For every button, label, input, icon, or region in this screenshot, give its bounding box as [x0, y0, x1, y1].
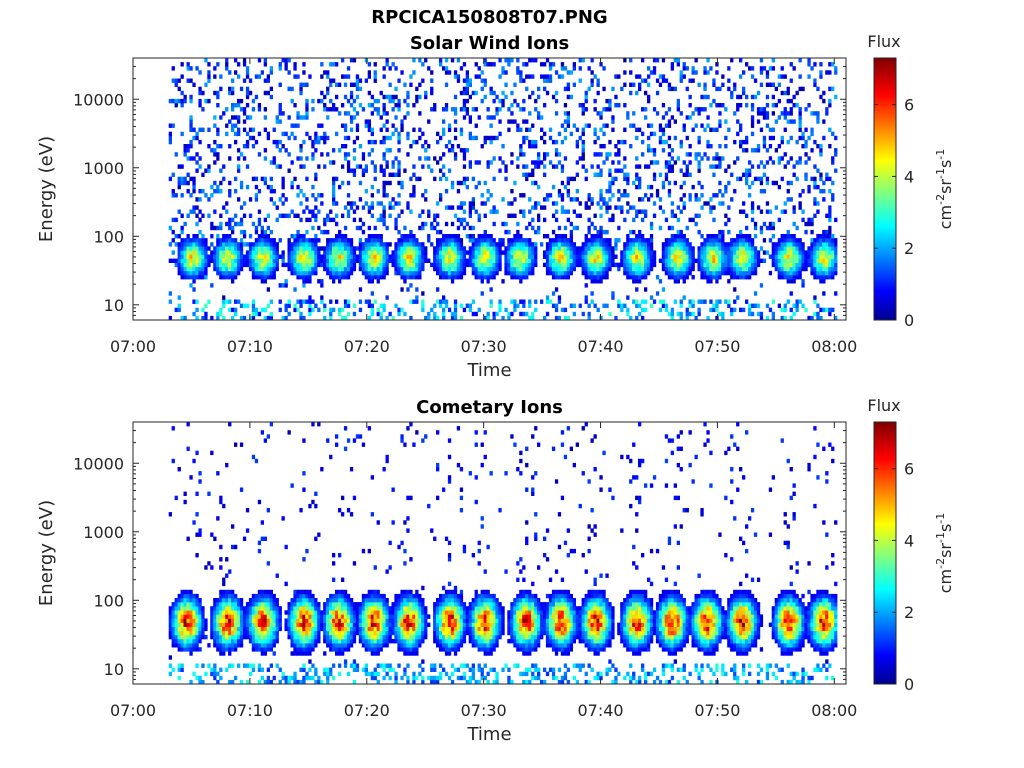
- colorbar-units: cm-2sr-1s-1: [934, 149, 955, 230]
- x-tick-label: 07:40: [577, 337, 623, 356]
- x-tick-label: 08:00: [811, 337, 857, 356]
- colorbar-title: Flux: [867, 32, 900, 51]
- x-tick-label: 07:20: [344, 701, 390, 720]
- figure-title: RPCICA150808T07.PNG: [371, 7, 608, 28]
- x-tick-label: 07:10: [227, 337, 273, 356]
- colorbar-tick-label: 6: [904, 96, 914, 115]
- panel-title: Cometary Ions: [416, 397, 563, 418]
- y-tick-label: 10000: [73, 90, 124, 109]
- panel-title: Solar Wind Ions: [410, 33, 569, 54]
- x-tick-label: 07:40: [577, 701, 623, 720]
- x-tick-label: 07:20: [344, 337, 390, 356]
- heatmap-cells: [168, 58, 838, 321]
- y-tick-label: 1000: [83, 523, 124, 542]
- x-tick-label: 07:50: [694, 337, 740, 356]
- colorbar-tick-label: 0: [904, 311, 914, 330]
- panel-2: 10 100 1000 10000 07:00 07:10 07:20 07:30 07:40 0…: [36, 396, 955, 745]
- x-tick-label: 07:00: [110, 701, 156, 720]
- x-tick-label: 07:50: [694, 701, 740, 720]
- x-tick-label: 07:00: [110, 337, 156, 356]
- y-axis-label: Energy (eV): [36, 500, 57, 606]
- x-tick-label: 08:00: [811, 701, 857, 720]
- y-tick-label: 1000: [83, 159, 124, 178]
- y-tick-label: 100: [93, 227, 124, 246]
- colorbar-tick-label: 6: [904, 460, 914, 479]
- colorbar-tick-label: 0: [904, 675, 914, 694]
- x-tick-label: 07:10: [227, 701, 273, 720]
- heatmap-cells: [168, 422, 838, 685]
- plot-frame: [132, 57, 847, 321]
- colorbar-tick-label: 2: [904, 239, 914, 258]
- colorbar: [873, 421, 897, 685]
- colorbar-tick-label: 4: [904, 531, 914, 550]
- colorbar-title: Flux: [867, 396, 900, 415]
- x-tick-label: 07:30: [461, 701, 507, 720]
- colorbar-tick-label: 2: [904, 603, 914, 622]
- x-tick-label: 07:30: [461, 337, 507, 356]
- x-axis-label: Time: [466, 724, 511, 745]
- colorbar-units: cm-2sr-1s-1: [934, 513, 955, 594]
- colorbar: [873, 57, 897, 321]
- y-tick-label: 10000: [73, 454, 124, 473]
- plot-frame: [132, 421, 847, 685]
- x-axis-label: Time: [466, 360, 511, 381]
- panel-1: 10 100 1000 10000 07:00 07:10 07:20 07:30 07:40 0…: [36, 32, 955, 381]
- y-tick-label: 10: [104, 296, 124, 315]
- y-tick-label: 100: [93, 591, 124, 610]
- colorbar-tick-label: 4: [904, 167, 914, 186]
- y-tick-label: 10: [104, 660, 124, 679]
- y-axis-label: Energy (eV): [36, 136, 57, 242]
